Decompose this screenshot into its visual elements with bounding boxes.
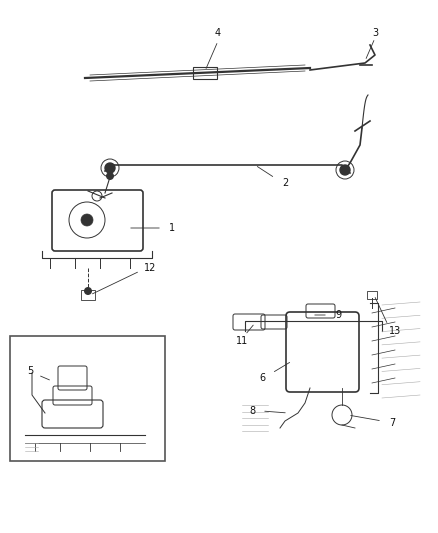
Circle shape bbox=[84, 287, 92, 295]
Text: 11: 11 bbox=[236, 336, 248, 346]
Bar bbox=[193, 67, 217, 79]
Circle shape bbox=[340, 165, 350, 175]
Text: 13: 13 bbox=[389, 326, 401, 336]
Text: 4: 4 bbox=[215, 28, 221, 38]
Text: 3: 3 bbox=[372, 28, 378, 38]
Circle shape bbox=[106, 172, 114, 180]
Text: 8: 8 bbox=[249, 406, 255, 416]
Text: 5: 5 bbox=[27, 366, 33, 376]
Circle shape bbox=[105, 163, 115, 173]
Circle shape bbox=[81, 214, 93, 226]
Text: 12: 12 bbox=[144, 263, 156, 273]
Text: 1: 1 bbox=[169, 223, 175, 233]
Text: 2: 2 bbox=[282, 178, 288, 188]
Text: 9: 9 bbox=[335, 310, 341, 320]
Text: 7: 7 bbox=[389, 418, 395, 428]
Text: 6: 6 bbox=[259, 373, 265, 383]
